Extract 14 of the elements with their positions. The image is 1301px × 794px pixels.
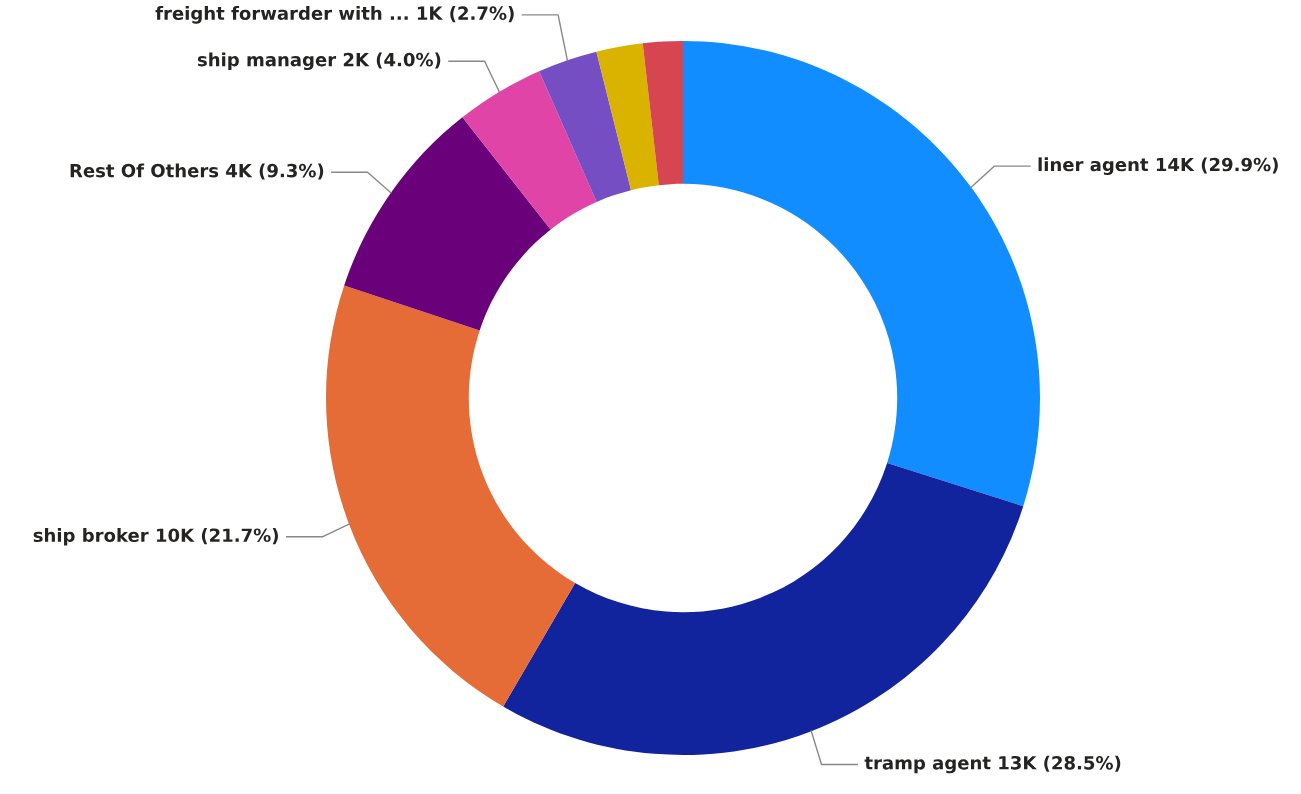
donut-slice <box>642 41 683 186</box>
slice-label: Rest Of Others 4K (9.3%) <box>70 163 324 180</box>
donut-slice <box>539 51 632 202</box>
donut-slice <box>503 462 1024 755</box>
donut-slice <box>683 41 1040 507</box>
donut-slice <box>462 71 597 230</box>
slice-label: freight forwarder with ... 1K (2.7%) <box>155 6 514 24</box>
donut-slice <box>596 43 659 191</box>
slice-label: liner agent 14K (29.9%) <box>1038 157 1278 175</box>
donut-slice <box>344 117 551 331</box>
slice-label: ship broker 10K (21.7%) <box>33 528 278 546</box>
slice-label: ship manager 2K (4.0%) <box>197 52 441 71</box>
slice-label: tramp agent 13K (28.5%) <box>864 755 1121 774</box>
donut-slice <box>326 285 576 707</box>
